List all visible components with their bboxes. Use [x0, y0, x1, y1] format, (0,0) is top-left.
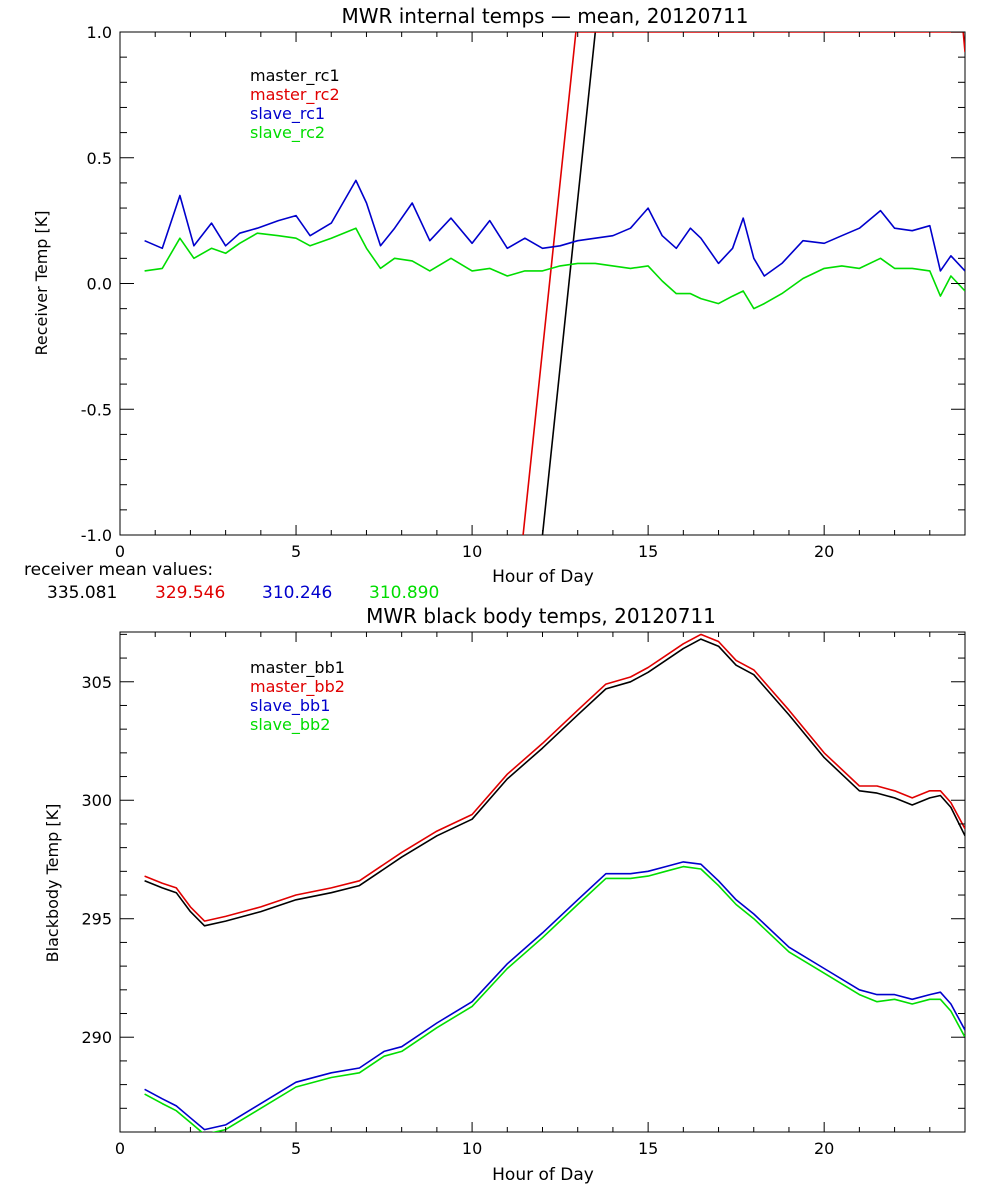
- receiver-x-tick-label: 0: [115, 542, 125, 561]
- receiver-x-tick-label: 20: [814, 542, 834, 561]
- blackbody-x-tick-label: 15: [638, 1139, 658, 1158]
- receiver-y-tick-label: -1.0: [81, 526, 112, 545]
- blackbody-y-tick-label: 300: [81, 791, 112, 810]
- blackbody-x-tick-label: 0: [115, 1139, 125, 1158]
- legend-entry-slave_bb1: slave_bb1: [250, 696, 330, 716]
- receiver-chart-title: MWR internal temps — mean, 20120711: [341, 4, 748, 28]
- blackbody-x-axis-label: Hour of Day: [492, 1165, 594, 1185]
- blackbody-y-axis-label: Blackbody Temp [K]: [43, 804, 62, 963]
- receiver-x-tick-label: 15: [638, 542, 658, 561]
- legend-entry-master_rc2: master_rc2: [250, 85, 340, 105]
- series-line-slave_rc2: [144, 227, 965, 310]
- legend-entry-slave_rc1: slave_rc1: [250, 104, 325, 124]
- blackbody-temps-panel: MWR black body temps, 20120711 0 5 10 15 20 …: [43, 604, 966, 1185]
- legend-entry-master_bb2: master_bb2: [250, 677, 345, 697]
- receiver-mean-value: 310.246: [262, 583, 332, 603]
- receiver-y-tick-label: 0.5: [87, 149, 112, 168]
- receiver-temps-panel: MWR internal temps — mean, 20120711 0 5 10…: [24, 4, 966, 603]
- blackbody-x-tick-label: 20: [814, 1139, 834, 1158]
- receiver-y-axis-label: Receiver Temp [K]: [32, 210, 51, 355]
- blackbody-y-tick-label: 295: [81, 910, 112, 929]
- series-line-master_rc2: [522, 32, 965, 535]
- blackbody-x-tick-label: 10: [462, 1139, 482, 1158]
- receiver-mean-value: 335.081: [47, 583, 117, 603]
- receiver-y-tick-label: 0.0: [87, 275, 112, 294]
- series-line-slave_rc1: [144, 179, 965, 277]
- blackbody-plot-frame: [119, 631, 966, 1133]
- series-line-master_rc1: [541, 32, 597, 535]
- receiver-mean-value: 310.890: [369, 583, 439, 603]
- series-line-slave_bb1: [144, 861, 965, 1131]
- blackbody-y-tick-label: 305: [81, 673, 112, 692]
- blackbody-x-tick-label: 5: [291, 1139, 301, 1158]
- receiver-y-tick-label: 1.0: [87, 23, 112, 42]
- receiver-plot-frame: [119, 31, 966, 536]
- receiver-x-tick-label: 10: [462, 542, 482, 561]
- blackbody-y-tick-label: 290: [81, 1028, 112, 1047]
- legend-entry-slave_rc2: slave_rc2: [250, 123, 325, 143]
- legend-entry-master_rc1: master_rc1: [250, 66, 340, 86]
- receiver-x-tick-label: 5: [291, 542, 301, 561]
- legend-entry-master_bb1: master_bb1: [250, 658, 345, 678]
- receiver-y-tick-label: -0.5: [81, 400, 112, 419]
- receiver-mean-label: receiver mean values:: [24, 560, 213, 580]
- blackbody-chart-title: MWR black body temps, 20120711: [366, 604, 716, 628]
- series-line-master_bb1: [144, 638, 965, 927]
- series-line-slave_bb2: [144, 865, 965, 1132]
- receiver-x-axis-label: Hour of Day: [492, 567, 594, 587]
- legend-entry-slave_bb2: slave_bb2: [250, 715, 330, 735]
- receiver-mean-value: 329.546: [155, 583, 225, 603]
- series-line-master_bb2: [144, 633, 965, 922]
